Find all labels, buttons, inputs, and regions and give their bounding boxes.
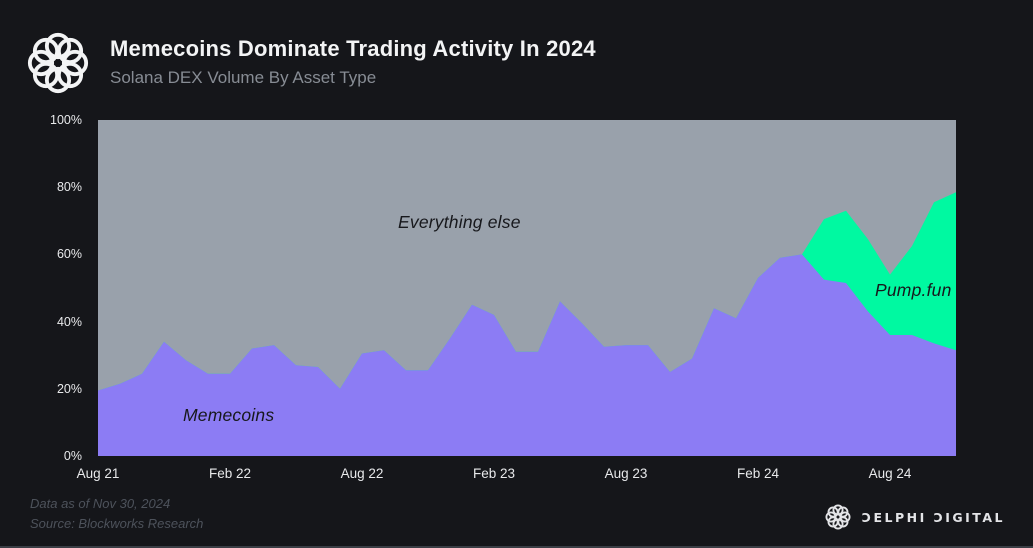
y-tick-label: 40%: [56, 314, 82, 329]
x-tick-label: Feb 22: [208, 466, 252, 481]
x-axis: Aug 21 Feb 22 Aug 22 Feb 23 Aug 23 Feb 24 Aug …: [77, 466, 956, 486]
y-tick-label: 60%: [56, 247, 82, 262]
footer-brand: ƆELPHI ƆIGITAL: [824, 502, 1005, 532]
x-tick-label: Feb 24: [736, 466, 780, 481]
y-tick-label: 20%: [56, 381, 82, 396]
memecoins-area-label: Memecoins: [183, 405, 275, 425]
footer-note: Data as of Nov 30, 2024 Source: Blockwor…: [30, 494, 203, 534]
delphi-knot-logo-small-icon: [825, 504, 851, 530]
everything-else-area-label: Everything else: [398, 212, 521, 232]
source-text: Source: Blockworks Research: [30, 516, 204, 531]
x-tick-label: Aug 21: [76, 466, 120, 481]
plot-area: Everything else Memecoins Pump.fun: [98, 120, 956, 456]
footer-divider: [0, 546, 1033, 548]
x-tick-label: Aug 24: [868, 466, 912, 481]
x-tick-label: Aug 22: [340, 466, 384, 481]
pumpfun-area-label: Pump.fun: [875, 280, 952, 300]
stacked-area-chart: [98, 192, 956, 456]
y-tick-label: 80%: [56, 180, 82, 195]
y-axis: 0% 20% 40% 60% 80% 100%: [0, 113, 88, 463]
x-tick-label: Aug 23: [604, 466, 648, 481]
y-tick-label: 0%: [63, 449, 82, 463]
page-subtitle: Solana DEX Volume By Asset Type: [110, 68, 377, 87]
brand-wordmark: ƆELPHI ƆIGITAL: [861, 509, 1005, 525]
memecoins-area: [98, 254, 956, 456]
x-tick-label: Feb 23: [472, 466, 516, 481]
data-as-of-text: Data as of Nov 30, 2024: [30, 496, 171, 511]
y-tick-label: 100%: [50, 113, 82, 127]
page-title: Memecoins Dominate Trading Activity In 2…: [110, 36, 596, 61]
delphi-knot-logo-icon: [27, 32, 89, 94]
